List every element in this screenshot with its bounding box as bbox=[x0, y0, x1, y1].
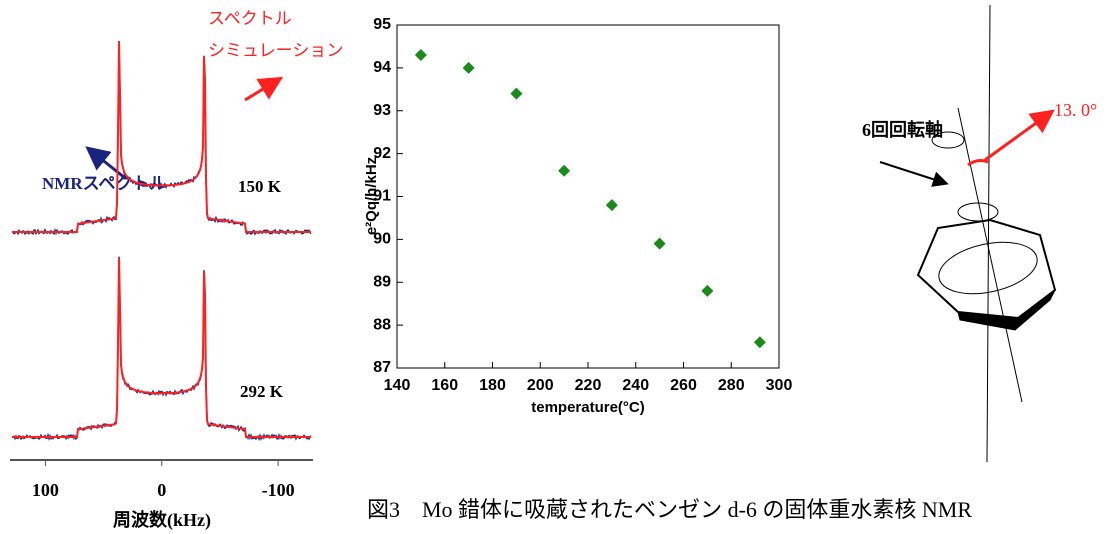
point bbox=[606, 199, 618, 211]
x-tick-label: 180 bbox=[479, 377, 506, 394]
axis-label: 6回回転軸 bbox=[862, 119, 943, 140]
arrow bbox=[985, 113, 1050, 160]
caption: 図3 Mo 錯体に吸蔵されたベンゼン d-6 の固体重水素核 NMR bbox=[367, 497, 972, 522]
x-tick-label: 240 bbox=[622, 377, 649, 394]
x-axis-label: temperature(°C) bbox=[531, 399, 645, 416]
y-tick-label: 89 bbox=[373, 273, 391, 290]
x-tick-label: 280 bbox=[718, 377, 745, 394]
y-tick-label: 95 bbox=[373, 16, 391, 33]
figure: NMRスペクトル スペクトルシミュレーション 150 K 292 K 周波数(k… bbox=[0, 0, 1110, 534]
x-axis-label: 周波数(kHz) bbox=[113, 509, 211, 531]
point bbox=[754, 336, 766, 348]
rotation-diagram bbox=[918, 5, 1055, 462]
spectrum-line bbox=[12, 257, 311, 439]
x-tick-label: 140 bbox=[384, 377, 411, 394]
legend-label: NMRスペクトル bbox=[42, 174, 166, 193]
x-tick-label: 260 bbox=[670, 377, 697, 394]
x-tick-label: 0 bbox=[157, 480, 166, 500]
y-tick-label: 90 bbox=[373, 231, 391, 248]
y-tick-label: 94 bbox=[373, 59, 391, 76]
point bbox=[463, 62, 475, 74]
x-tick-label: -100 bbox=[262, 480, 295, 500]
arrow bbox=[880, 162, 945, 183]
spectrum-line bbox=[12, 42, 311, 232]
plot-frame bbox=[397, 25, 779, 368]
x-tick-label: 220 bbox=[575, 377, 602, 394]
legend-label: スペクトルシミュレーション bbox=[208, 9, 343, 60]
y-tick-label: 93 bbox=[373, 102, 391, 119]
point bbox=[415, 49, 427, 61]
y-tick-label: 88 bbox=[373, 316, 391, 333]
spectrum-line bbox=[12, 258, 311, 437]
y-tick-label: 91 bbox=[373, 188, 391, 205]
x-tick-label: 160 bbox=[431, 377, 458, 394]
x-tick-label: 100 bbox=[32, 480, 59, 500]
point bbox=[701, 285, 713, 297]
trace-label: 150 K bbox=[238, 177, 282, 196]
point bbox=[654, 238, 666, 250]
point bbox=[558, 165, 570, 177]
x-tick-label: 300 bbox=[766, 377, 793, 394]
y-tick-label: 92 bbox=[373, 145, 391, 162]
arrow bbox=[245, 80, 278, 100]
point bbox=[510, 88, 522, 100]
angle-label: 13. 0° bbox=[1054, 100, 1097, 120]
y-tick-label: 87 bbox=[373, 359, 391, 376]
spectrum-line bbox=[12, 41, 311, 234]
trace-label: 292 K bbox=[240, 382, 284, 401]
x-tick-label: 200 bbox=[527, 377, 554, 394]
